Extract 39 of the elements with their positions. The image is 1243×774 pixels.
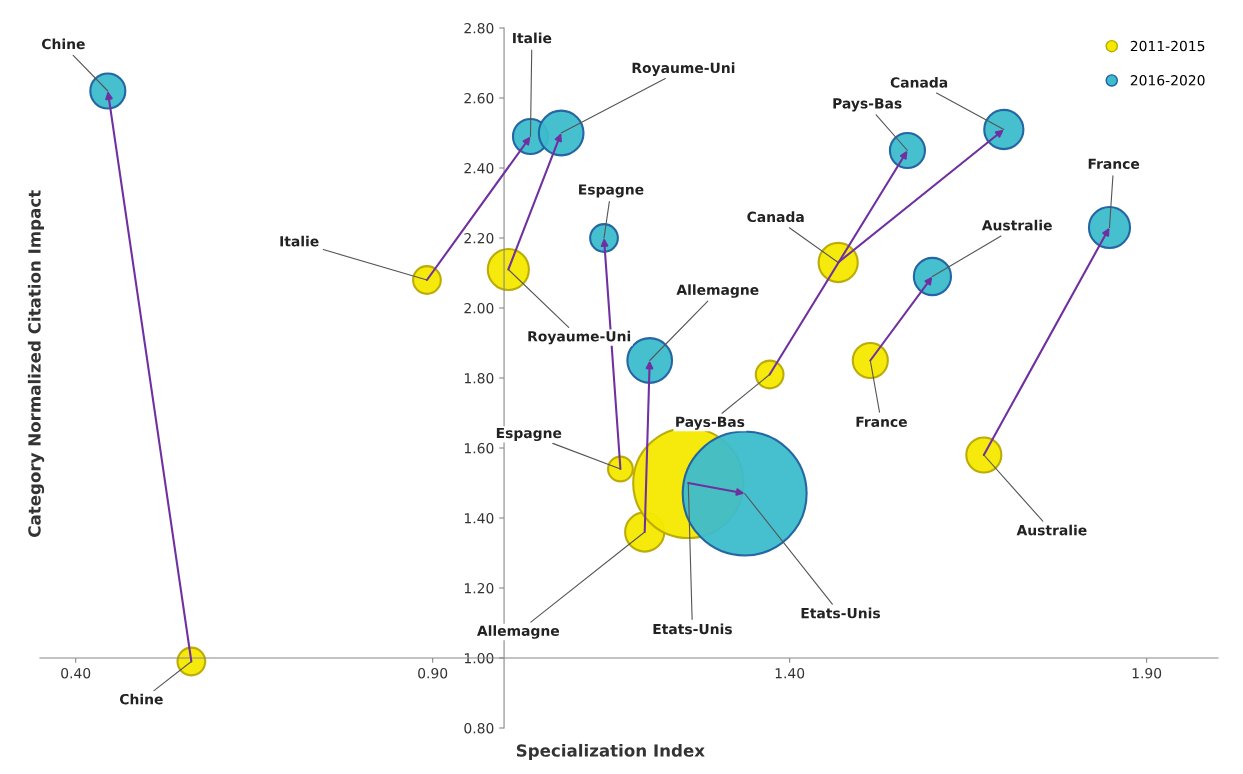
annotation: Royaume-Uni — [528, 330, 631, 345]
annotation: Australie — [1016, 524, 1087, 536]
y-tick-label: 2.20 — [464, 232, 494, 244]
x-tick-label: 1.40 — [775, 667, 805, 679]
annotation: Allemagne — [676, 284, 759, 298]
x-tick-label: 0.40 — [61, 667, 91, 679]
legend-label: 2011-2015 — [1130, 40, 1205, 52]
annotation: Pays-Bas — [833, 98, 902, 112]
annotation: France — [1088, 158, 1140, 170]
annotation: Etats-Unis — [801, 607, 881, 619]
annotation: Pays-Bas — [676, 416, 745, 430]
x-tick-label: 1.90 — [1132, 667, 1162, 679]
annotation: Italie — [280, 235, 319, 247]
annotation: Chine — [42, 38, 85, 50]
annotation: Canada — [890, 76, 948, 88]
annotation: Royaume-Uni — [632, 62, 735, 76]
x-axis-title: Specialization Index — [516, 743, 705, 761]
y-tick-label: 2.00 — [464, 302, 494, 314]
y-tick-label: 1.00 — [464, 652, 494, 664]
x-tick-label: 0.90 — [418, 667, 448, 679]
legend-label: 2016-2020 — [1130, 75, 1205, 86]
annotation: Espagne — [579, 184, 644, 198]
y-tick-label: 1.20 — [464, 582, 494, 594]
annotation: Chine — [119, 693, 163, 705]
y-tick-label: 1.60 — [464, 442, 494, 454]
y-tick-label: 2.60 — [464, 92, 494, 104]
y-tick-label: 0.80 — [464, 722, 494, 734]
y-tick-label: 1.80 — [464, 372, 494, 384]
y-tick-label: 2.40 — [464, 162, 494, 174]
annotation: Canada — [747, 211, 804, 223]
annotation: Allemagne — [476, 625, 560, 639]
annotation: Etats-Unis — [653, 623, 732, 635]
annotation: France — [856, 416, 907, 428]
annotation: Italie — [513, 32, 552, 44]
y-tick-label: 1.40 — [464, 512, 494, 524]
y-axis-title: Category Normalized Citation Impact — [27, 190, 45, 537]
y-tick-label: 2.80 — [464, 22, 494, 34]
annotation: Australie — [981, 219, 1052, 231]
annotation: Espagne — [496, 427, 562, 441]
